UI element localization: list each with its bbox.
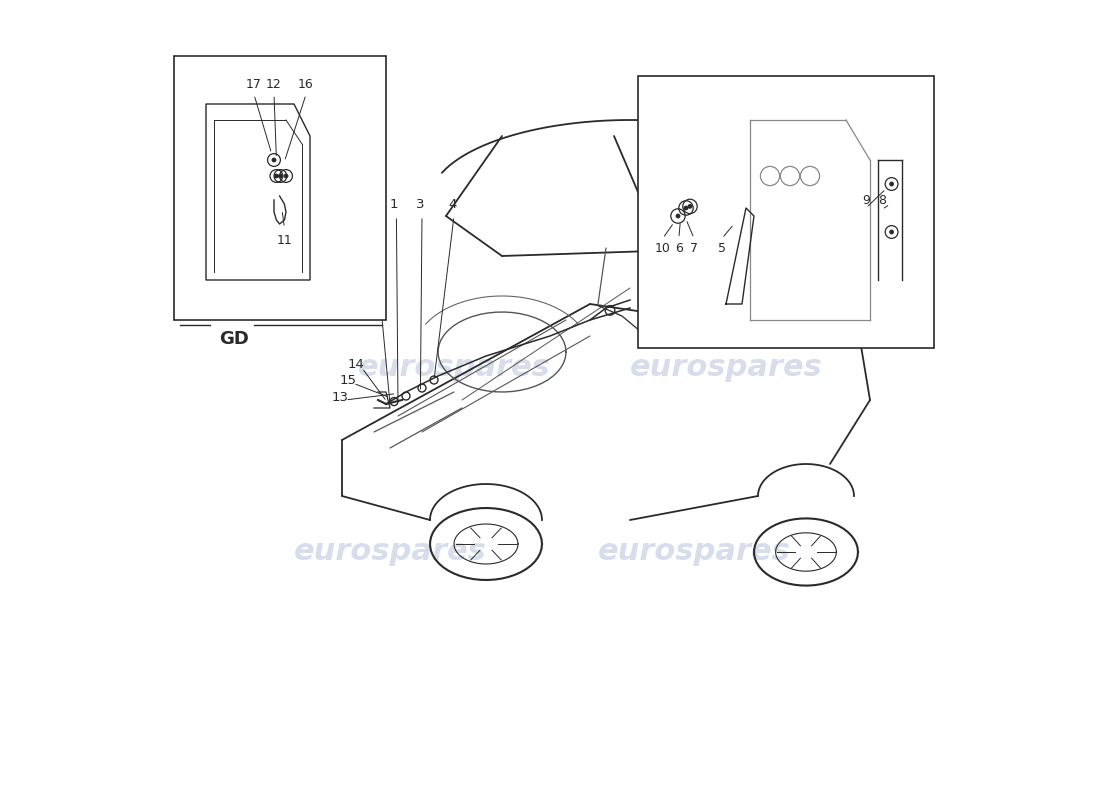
Text: GranTurismo: GranTurismo — [686, 295, 730, 305]
Text: 1: 1 — [389, 198, 398, 210]
Text: 10: 10 — [654, 242, 671, 254]
Text: 7: 7 — [690, 242, 698, 254]
Circle shape — [683, 206, 689, 210]
FancyBboxPatch shape — [638, 76, 934, 348]
Text: 15: 15 — [340, 374, 356, 387]
Text: 17: 17 — [246, 78, 262, 90]
Text: 2: 2 — [363, 198, 372, 210]
Circle shape — [889, 182, 894, 186]
Circle shape — [278, 174, 283, 178]
Circle shape — [272, 158, 276, 162]
Text: GD: GD — [219, 330, 249, 347]
Text: 4: 4 — [448, 198, 456, 210]
Text: eurospares: eurospares — [294, 538, 486, 566]
Circle shape — [274, 174, 278, 178]
Text: eurospares: eurospares — [629, 354, 823, 382]
Text: 16: 16 — [298, 78, 314, 90]
Circle shape — [688, 204, 692, 209]
Text: 11: 11 — [276, 234, 293, 246]
Text: 9: 9 — [862, 194, 870, 206]
FancyBboxPatch shape — [174, 56, 386, 320]
Circle shape — [889, 230, 894, 234]
Circle shape — [675, 214, 681, 218]
Text: eurospares: eurospares — [597, 538, 791, 566]
Text: 13: 13 — [332, 391, 349, 404]
Text: 8: 8 — [878, 194, 886, 206]
Text: 14: 14 — [348, 358, 365, 371]
Circle shape — [284, 174, 288, 178]
Text: 5: 5 — [718, 242, 726, 254]
Text: 12: 12 — [266, 78, 282, 90]
Text: 3: 3 — [416, 198, 425, 210]
Text: eurospares: eurospares — [358, 354, 550, 382]
Text: 6: 6 — [675, 242, 683, 254]
